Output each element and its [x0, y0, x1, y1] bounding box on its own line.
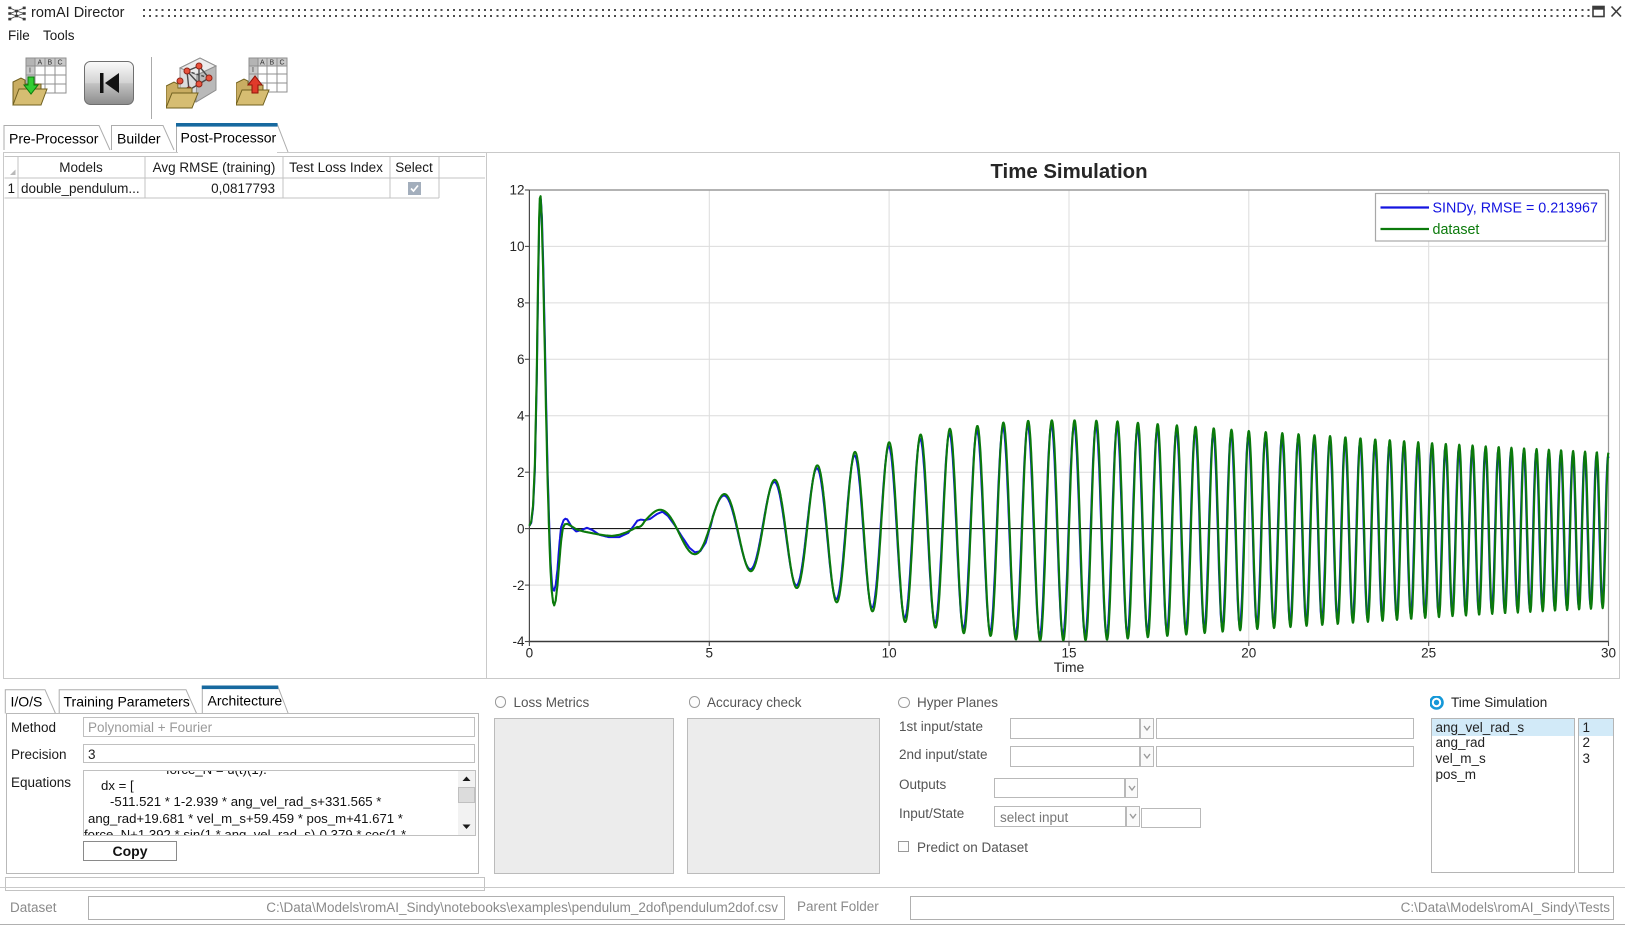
svg-text:5: 5	[706, 646, 714, 661]
svg-text:20: 20	[1241, 646, 1256, 661]
svg-text:10: 10	[882, 646, 897, 661]
svg-text:4: 4	[517, 409, 525, 424]
svg-text:0,0817793: 0,0817793	[211, 181, 275, 196]
svg-text:A: A	[38, 60, 43, 67]
svg-text:12: 12	[509, 183, 524, 198]
svg-text:25: 25	[1421, 646, 1436, 661]
svg-text:I/O/S: I/O/S	[11, 694, 43, 710]
svg-text:I: I	[29, 68, 31, 75]
svg-text:1: 1	[7, 181, 15, 196]
svg-text:30: 30	[1601, 646, 1616, 661]
svg-text:Test Loss Index: Test Loss Index	[289, 160, 383, 175]
svg-text:Time: Time	[1054, 659, 1085, 675]
svg-text:Models: Models	[59, 160, 103, 175]
svg-text:Avg RMSE (training): Avg RMSE (training)	[153, 160, 276, 175]
svg-text:2: 2	[517, 465, 525, 480]
svg-text:Time Simulation: Time Simulation	[990, 161, 1147, 183]
svg-text:Training Parameters: Training Parameters	[64, 694, 190, 710]
svg-text:-2: -2	[512, 578, 524, 593]
svg-text:-4: -4	[512, 634, 524, 649]
svg-text:6: 6	[517, 352, 525, 367]
svg-text:0: 0	[526, 646, 534, 661]
svg-text:0: 0	[517, 521, 525, 536]
svg-text:A: A	[260, 60, 265, 67]
svg-text:I: I	[252, 67, 254, 74]
svg-text:Architecture: Architecture	[208, 693, 283, 709]
svg-text:dataset: dataset	[1433, 222, 1480, 238]
svg-text:SINDy, RMSE = 0.213967: SINDy, RMSE = 0.213967	[1433, 200, 1598, 216]
svg-text:8: 8	[517, 296, 525, 311]
svg-text:C: C	[58, 60, 63, 67]
svg-text:10: 10	[509, 239, 524, 254]
svg-text:Builder: Builder	[117, 131, 161, 147]
svg-text:Post-Processor: Post-Processor	[181, 130, 277, 146]
svg-text:double_pendulum...: double_pendulum...	[21, 181, 140, 196]
svg-text:Select: Select	[395, 160, 433, 175]
svg-text:B: B	[270, 60, 275, 67]
svg-text:B: B	[48, 60, 53, 67]
svg-text:Pre-Processor: Pre-Processor	[9, 131, 99, 147]
svg-text:15: 15	[1061, 646, 1076, 661]
svg-text:C: C	[280, 60, 285, 67]
